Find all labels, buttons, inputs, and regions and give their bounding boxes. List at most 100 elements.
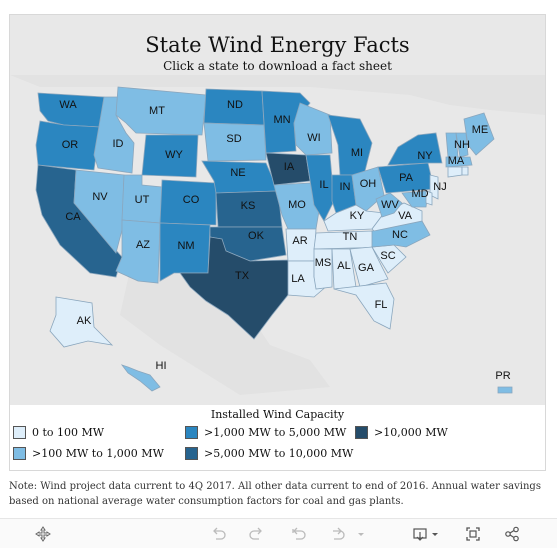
legend-label: 0 to 100 MW <box>32 426 105 439</box>
state-label-ak: AK <box>77 315 92 327</box>
state-label-ne: NE <box>230 167 245 179</box>
share-icon[interactable] <box>503 525 521 543</box>
state-ny[interactable] <box>387 132 443 166</box>
state-label-ok: OK <box>248 230 265 242</box>
state-label-tx: TX <box>235 270 250 282</box>
state-de[interactable] <box>425 190 433 206</box>
state-label-co: CO <box>183 194 200 206</box>
refresh-icon[interactable] <box>328 525 368 543</box>
state-label-mi: MI <box>351 147 363 159</box>
state-mi[interactable] <box>327 114 373 176</box>
state-nv[interactable] <box>73 169 125 254</box>
state-label-il: IL <box>319 179 328 191</box>
state-label-pa: PA <box>399 172 414 184</box>
state-il[interactable] <box>305 154 335 222</box>
revert-icon[interactable] <box>290 525 308 543</box>
state-label-ms: MS <box>315 257 332 269</box>
legend-swatch <box>185 447 198 460</box>
legend-item-tier1: >100 MW to 1,000 MW <box>13 447 164 460</box>
state-label-tn: TN <box>343 231 358 243</box>
state-sd[interactable] <box>203 122 267 162</box>
state-ky[interactable] <box>323 204 385 232</box>
state-label-mn: MN <box>273 114 290 126</box>
state-wi[interactable] <box>293 102 333 156</box>
redo-icon[interactable] <box>247 525 265 543</box>
legend-item-tier0: 0 to 100 MW <box>13 426 104 439</box>
state-ak[interactable] <box>49 296 114 348</box>
state-ct[interactable] <box>447 166 463 178</box>
state-label-la: LA <box>291 273 305 285</box>
state-label-mt: MT <box>149 105 165 117</box>
state-hi[interactable] <box>120 364 161 392</box>
state-nh[interactable] <box>455 132 469 158</box>
legend-label: >100 MW to 1,000 MW <box>32 447 164 460</box>
map-visualization: WA OR CA ID NV MT WY UT AZ CO NM ND SD NE KS OK TX MN IA MO… <box>9 14 546 471</box>
state-label-ia: IA <box>284 161 295 173</box>
state-label-ca: CA <box>65 211 81 223</box>
state-or[interactable] <box>35 120 101 171</box>
state-label-wv: WV <box>381 199 399 211</box>
state-label-wi: WI <box>307 132 320 144</box>
legend-swatch <box>13 426 26 439</box>
state-label-hi: HI <box>156 360 167 372</box>
state-label-ma: MA <box>448 155 465 167</box>
state-label-ny: NY <box>417 150 433 162</box>
state-md[interactable] <box>401 190 429 208</box>
download-icon[interactable] <box>412 525 442 543</box>
state-vt[interactable] <box>445 132 459 158</box>
state-label-pr: PR <box>495 370 510 382</box>
state-ma[interactable] <box>445 156 473 168</box>
legend-title: Installed Wind Capacity <box>210 408 345 421</box>
state-label-az: AZ <box>136 239 150 251</box>
state-me[interactable] <box>463 112 495 156</box>
legend-label: >10,000 MW <box>374 426 448 439</box>
state-label-nc: NC <box>392 229 408 241</box>
state-label-oh: OH <box>360 178 377 190</box>
legend-item-tier3: >5,000 MW to 10,000 MW <box>185 447 353 460</box>
state-wy[interactable] <box>141 134 199 178</box>
state-label-sc: SC <box>380 250 395 262</box>
state-label-id: ID <box>113 138 124 150</box>
legend: Installed Wind Capacity 0 to 100 MW >100… <box>10 405 545 470</box>
state-pr[interactable] <box>497 386 513 394</box>
viz-toolbar <box>0 518 557 548</box>
state-az[interactable] <box>115 219 161 284</box>
data-note: Note: Wind project data current to 4Q 20… <box>9 481 541 507</box>
state-label-ga: GA <box>358 262 375 274</box>
mexico-land <box>120 270 330 395</box>
state-ri[interactable] <box>461 166 469 176</box>
state-label-md: MD <box>411 188 428 200</box>
state-wv[interactable] <box>375 192 403 218</box>
legend-item-tier4: >10,000 MW <box>355 426 448 439</box>
state-tx[interactable] <box>179 236 297 340</box>
map-subtitle: Click a state to download a fact sheet <box>163 59 392 73</box>
legend-swatch <box>13 447 26 460</box>
state-label-al: AL <box>337 260 350 272</box>
state-label-fl: FL <box>375 299 388 311</box>
state-label-nj: NJ <box>433 181 446 193</box>
legend-label: >5,000 MW to 10,000 MW <box>204 447 354 460</box>
state-label-nv: NV <box>92 191 108 203</box>
state-ms[interactable] <box>313 248 333 290</box>
state-label-or: OR <box>62 139 79 151</box>
state-co[interactable] <box>159 179 217 226</box>
legend-label: >1,000 MW to 5,000 MW <box>204 426 347 439</box>
state-label-me: ME <box>472 124 489 136</box>
state-label-va: VA <box>398 210 413 222</box>
state-nm[interactable] <box>159 222 211 282</box>
state-label-mo: MO <box>288 199 306 211</box>
undo-icon[interactable] <box>210 525 228 543</box>
us-map: WA OR CA ID NV MT WY UT AZ CO NM ND SD NE KS OK TX MN IA MO… <box>10 75 545 395</box>
state-label-ar: AR <box>292 235 307 247</box>
state-label-sd: SD <box>226 133 241 145</box>
state-fl[interactable] <box>333 282 395 330</box>
legend-swatch <box>355 426 368 439</box>
state-label-ks: KS <box>241 200 256 212</box>
state-label-nh: NH <box>454 139 470 151</box>
state-label-in: IN <box>340 181 351 193</box>
state-ga[interactable] <box>349 246 389 288</box>
fullscreen-icon[interactable] <box>464 525 482 543</box>
state-label-wa: WA <box>59 99 77 111</box>
state-label-wy: WY <box>165 149 183 161</box>
move-icon[interactable] <box>34 525 52 543</box>
